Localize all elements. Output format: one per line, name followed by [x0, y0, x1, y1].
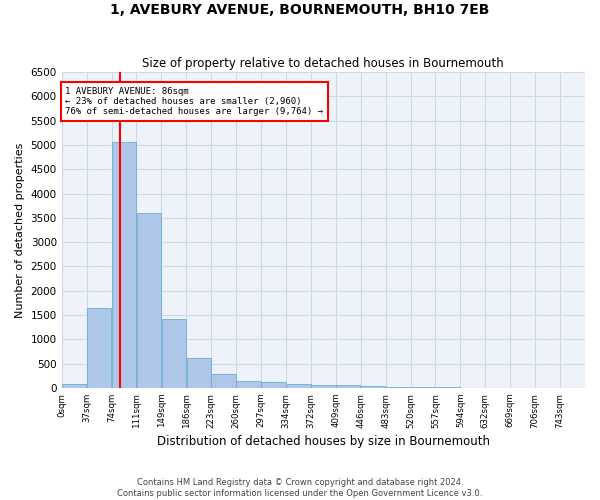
Bar: [286, 384, 311, 388]
Bar: [187, 358, 211, 388]
X-axis label: Distribution of detached houses by size in Bournemouth: Distribution of detached houses by size …: [157, 434, 490, 448]
Bar: [311, 384, 335, 388]
Y-axis label: Number of detached properties: Number of detached properties: [15, 142, 25, 318]
Bar: [336, 386, 361, 388]
Bar: [361, 386, 385, 388]
Bar: [236, 381, 261, 388]
Text: 1 AVEBURY AVENUE: 86sqm
← 23% of detached houses are smaller (2,960)
76% of semi: 1 AVEBURY AVENUE: 86sqm ← 23% of detache…: [65, 86, 323, 117]
Text: 1, AVEBURY AVENUE, BOURNEMOUTH, BH10 7EB: 1, AVEBURY AVENUE, BOURNEMOUTH, BH10 7EB: [110, 2, 490, 16]
Bar: [386, 387, 410, 388]
Bar: [211, 374, 236, 388]
Bar: [261, 382, 286, 388]
Title: Size of property relative to detached houses in Bournemouth: Size of property relative to detached ho…: [142, 56, 504, 70]
Bar: [137, 213, 161, 388]
Bar: [87, 308, 111, 388]
Bar: [112, 142, 136, 388]
Bar: [62, 384, 86, 388]
Text: Contains HM Land Registry data © Crown copyright and database right 2024.
Contai: Contains HM Land Registry data © Crown c…: [118, 478, 482, 498]
Bar: [161, 319, 186, 388]
